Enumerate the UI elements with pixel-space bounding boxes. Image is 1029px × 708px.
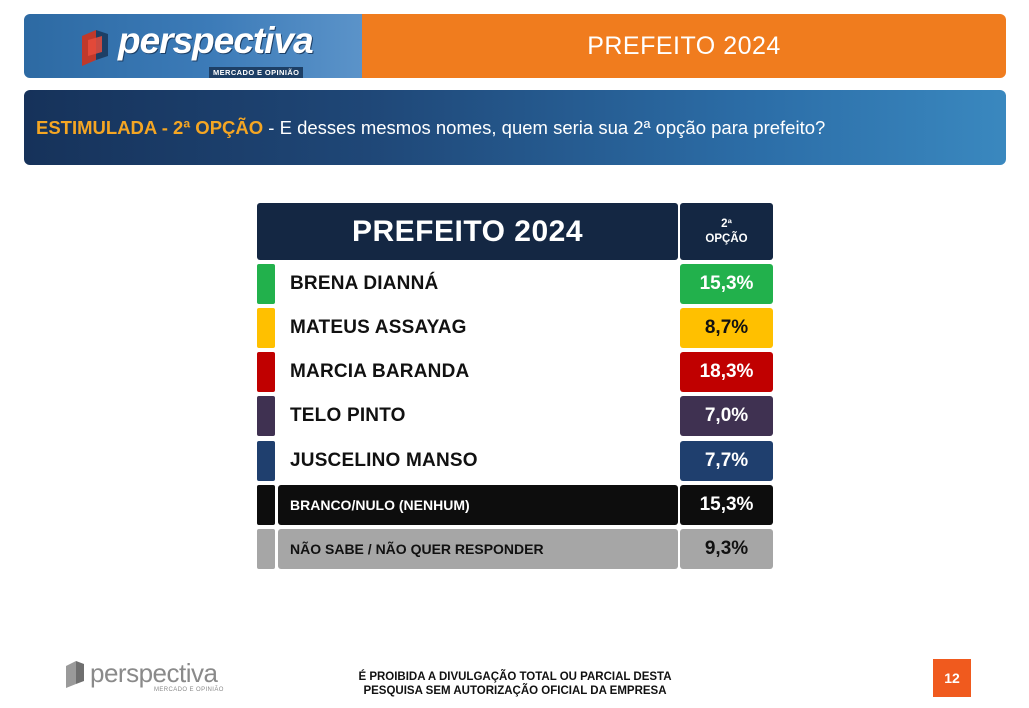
option-label: NÃO SABE / NÃO QUER RESPONDER	[278, 529, 678, 569]
logo-wordmark: perspectiva	[118, 20, 314, 61]
value-cell: 15,3%	[680, 485, 773, 525]
footer-logo: perspectiva MERCADO E OPINIÃO	[64, 656, 234, 696]
column-header: 2ª OPÇÃO	[680, 203, 773, 260]
table-row: BRENA DIANNÁ 15,3%	[257, 264, 773, 304]
question-separator: -	[263, 116, 280, 138]
candidate-name: JUSCELINO MANSO	[290, 450, 478, 471]
page-title: PREFEITO 2024	[587, 31, 781, 60]
title-panel: PREFEITO 2024	[362, 14, 1006, 78]
value-cell: 18,3%	[680, 352, 773, 392]
footer-disclaimer: É PROIBIDA A DIVULGAÇÃO TOTAL OU PARCIAL…	[330, 670, 700, 698]
option-label: BRANCO/NULO (NENHUM)	[278, 485, 678, 525]
logo-mark-icon	[82, 30, 108, 66]
color-swatch	[257, 352, 275, 392]
table-title-cell: PREFEITO 2024	[257, 203, 678, 260]
value-cell: 7,7%	[680, 441, 773, 481]
column-header-line2: OPÇÃO	[705, 232, 748, 245]
question-prefix: ESTIMULADA - 2ª OPÇÃO	[36, 116, 264, 138]
question-body: E desses mesmos nomes, quem seria sua 2ª…	[279, 116, 826, 138]
disclaimer-line1: É PROIBIDA A DIVULGAÇÃO TOTAL OU PARCIAL…	[358, 671, 672, 683]
value-cell: 15,3%	[680, 264, 773, 304]
table-row: JUSCELINO MANSO 7,7%	[257, 441, 773, 481]
footer-logo-mark-icon	[66, 661, 84, 688]
footer-logo-tagline: MERCADO E OPINIÃO	[154, 687, 224, 693]
color-swatch	[257, 441, 275, 481]
logo-panel: perspectiva MERCADO E OPINIÃO	[24, 14, 362, 78]
color-swatch	[257, 485, 275, 525]
table-row: MATEUS ASSAYAG 8,7%	[257, 308, 773, 348]
value-cell: 9,3%	[680, 529, 773, 569]
candidate-name: TELO PINTO	[290, 405, 406, 426]
disclaimer-line2: PESQUISA SEM AUTORIZAÇÃO OFICIAL DA EMPR…	[363, 685, 667, 697]
candidate-name: MATEUS ASSAYAG	[290, 317, 467, 338]
table-row: NÃO SABE / NÃO QUER RESPONDER 9,3%	[257, 529, 773, 569]
table-row: MARCIA BARANDA 18,3%	[257, 352, 773, 392]
table-row: BRANCO/NULO (NENHUM) 15,3%	[257, 485, 773, 525]
company-logo: perspectiva MERCADO E OPINIÃO	[78, 20, 314, 78]
color-swatch	[257, 529, 275, 569]
value-cell: 8,7%	[680, 308, 773, 348]
logo-tagline: MERCADO E OPINIÃO	[209, 67, 304, 78]
value-cell: 7,0%	[680, 396, 773, 436]
color-swatch	[257, 308, 275, 348]
header-bar: perspectiva MERCADO E OPINIÃO PREFEITO 2…	[24, 14, 1006, 78]
candidate-name: MARCIA BARANDA	[290, 361, 470, 382]
column-header-line1: 2ª	[721, 217, 732, 230]
footer-logo-wordmark: perspectiva	[90, 658, 218, 688]
color-swatch	[257, 264, 275, 304]
page-number: 12	[933, 659, 971, 697]
table-row: TELO PINTO 7,0%	[257, 396, 773, 436]
question-text: ESTIMULADA - 2ª OPÇÃO - E desses mesmos …	[36, 117, 825, 139]
color-swatch	[257, 396, 275, 436]
table-title: PREFEITO 2024	[351, 214, 584, 248]
question-bar: ESTIMULADA - 2ª OPÇÃO - E desses mesmos …	[24, 90, 1006, 165]
candidate-name: BRENA DIANNÁ	[290, 273, 439, 294]
